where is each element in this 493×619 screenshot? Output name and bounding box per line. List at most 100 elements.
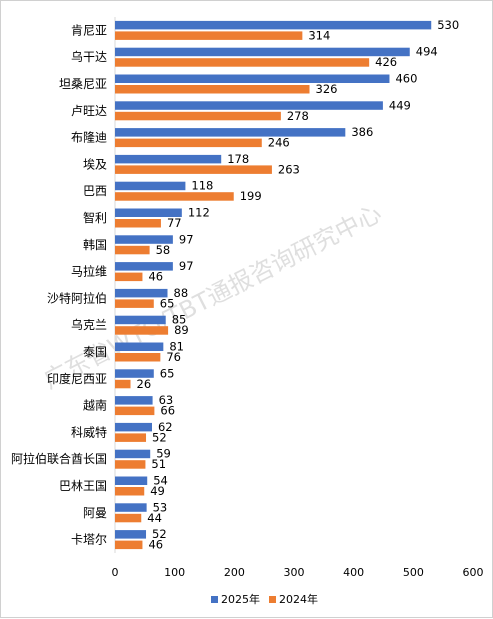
category-label: 巴林王国: [59, 479, 107, 493]
bar-series2: [115, 165, 272, 174]
data-label: 66: [160, 404, 175, 418]
x-tick-label: 0: [112, 566, 119, 579]
bar-series1: [115, 530, 147, 539]
data-label: 65: [160, 366, 175, 380]
bar-series2: [115, 540, 143, 550]
bar-series2: [115, 513, 142, 523]
bar-series2: [115, 245, 150, 255]
data-label: 59: [156, 447, 171, 461]
bar-series2: [115, 31, 303, 40]
data-label: 58: [156, 243, 171, 257]
data-label: 44: [147, 511, 162, 525]
bar-series1: [115, 476, 148, 485]
bar-series2: [115, 460, 146, 469]
legend-label: 2025年: [221, 592, 260, 606]
bar-series2: [115, 85, 310, 94]
category-label: 泰国: [83, 345, 107, 359]
legend-swatch: [211, 596, 218, 603]
bar-series1: [115, 449, 151, 459]
data-label: 62: [158, 420, 173, 434]
data-label: 118: [191, 179, 213, 193]
x-tick-label: 400: [343, 566, 364, 579]
data-label: 53: [153, 500, 168, 514]
data-label: 178: [227, 152, 249, 166]
category-label: 肯尼亚: [71, 23, 107, 37]
data-label: 449: [389, 98, 411, 112]
category-label: 越南: [83, 398, 107, 413]
category-label: 沙特阿拉伯: [47, 290, 107, 305]
category-label: 印度尼西亚: [47, 371, 107, 386]
bar-series2: [115, 379, 131, 389]
bar-series2: [115, 138, 262, 148]
data-label: 326: [316, 82, 338, 96]
category-label: 卡塔尔: [71, 532, 107, 547]
bar-series1: [115, 288, 168, 298]
category-label: 布隆迪: [71, 130, 107, 145]
bar-series1: [115, 262, 173, 271]
data-label: 386: [351, 125, 373, 139]
data-label: 63: [159, 393, 174, 407]
data-label: 49: [150, 484, 165, 498]
data-label: 81: [169, 340, 184, 354]
bar-series2: [115, 272, 143, 282]
legend-label: 2024年: [279, 592, 318, 606]
category-label: 坦桑尼亚: [59, 77, 107, 91]
category-label: 乌克兰: [71, 317, 107, 332]
bar-series2: [115, 192, 234, 201]
data-label: 76: [166, 350, 181, 364]
category-label: 马拉维: [71, 264, 107, 279]
bar-series1: [115, 396, 153, 405]
category-label: 乌干达: [71, 49, 107, 64]
data-label: 51: [151, 457, 166, 471]
data-label: 97: [179, 259, 194, 273]
bar-series1: [115, 422, 152, 432]
category-label: 韩国: [83, 237, 107, 252]
data-label: 46: [148, 270, 163, 284]
x-tick-label: 300: [284, 566, 305, 579]
bar-series2: [115, 433, 147, 442]
data-label: 52: [152, 430, 167, 444]
data-label: 199: [240, 189, 262, 203]
data-label: 54: [153, 474, 168, 488]
legend-swatch: [269, 596, 276, 603]
x-tick-label: 100: [164, 566, 185, 579]
category-label: 智利: [83, 210, 107, 225]
bar-series2: [115, 219, 161, 228]
data-label: 52: [152, 527, 167, 541]
bar-series2: [115, 111, 281, 121]
data-label: 46: [148, 538, 163, 552]
data-label: 494: [416, 45, 438, 59]
data-label: 278: [287, 109, 309, 123]
category-label: 巴西: [83, 184, 107, 198]
category-label: 卢旺达: [71, 103, 107, 118]
data-label: 85: [172, 313, 187, 327]
category-label: 阿曼: [83, 506, 107, 520]
bar-series1: [115, 208, 182, 217]
data-label: 65: [160, 296, 175, 310]
bar-series1: [115, 74, 390, 83]
data-label: 26: [137, 377, 152, 391]
data-label: 88: [174, 286, 189, 300]
category-label: 埃及: [83, 157, 107, 171]
data-label: 314: [308, 28, 330, 42]
x-tick-label: 200: [224, 566, 245, 579]
data-label: 530: [437, 18, 459, 32]
bar-series1: [115, 342, 164, 351]
bar-series1: [115, 128, 346, 137]
category-label: 科威特: [71, 424, 107, 439]
bar-series2: [115, 326, 169, 335]
data-label: 426: [375, 55, 397, 69]
bar-series1: [115, 20, 432, 30]
data-label: 246: [268, 136, 290, 150]
data-label: 112: [188, 206, 210, 220]
bar-series2: [115, 58, 370, 67]
bar-series1: [115, 315, 166, 325]
data-label: 77: [167, 216, 182, 230]
data-label: 97: [179, 232, 194, 246]
data-label: 89: [174, 323, 189, 337]
x-tick-label: 600: [463, 566, 484, 579]
bar-series2: [115, 299, 154, 308]
bar-series2: [115, 487, 145, 496]
bar-series2: [115, 353, 161, 362]
